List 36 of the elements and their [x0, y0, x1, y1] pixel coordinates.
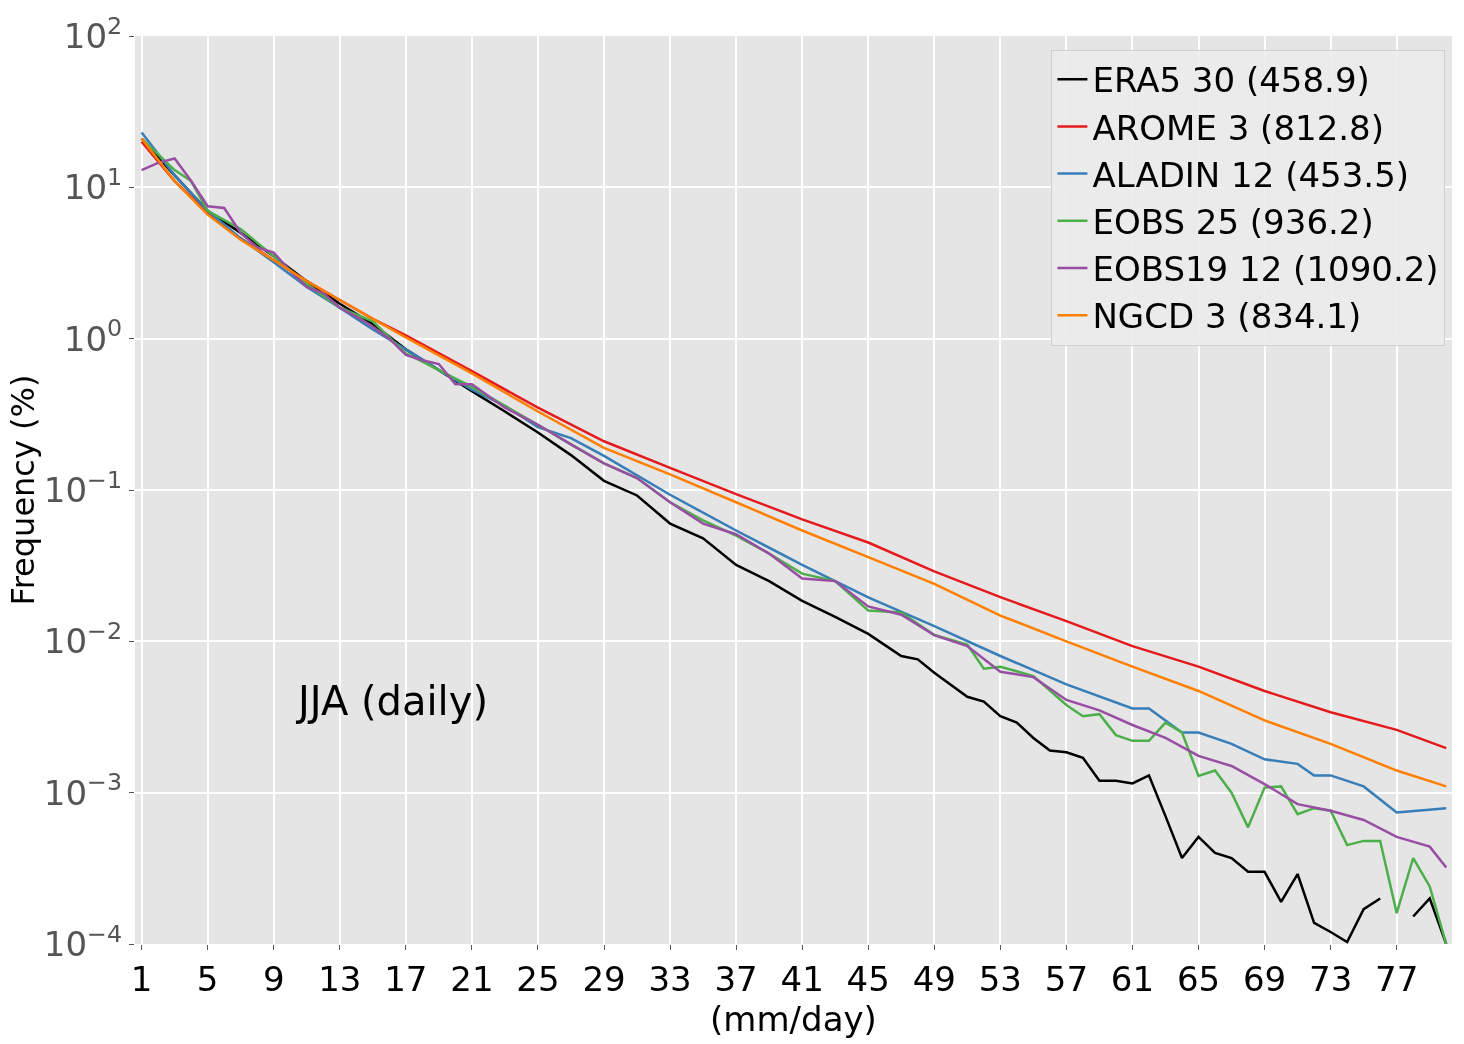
legend-label: EOBS 25 (936.2): [1092, 202, 1374, 243]
x-axis-title: (mm/day): [710, 998, 877, 1039]
x-tick-label: 29: [582, 958, 626, 999]
x-tick-label: 5: [196, 958, 219, 999]
x-tick-label: 13: [318, 958, 362, 999]
y-tick-label: 10$^{−1}$: [43, 465, 123, 510]
x-tick-label: 73: [1308, 958, 1353, 999]
x-tick-label: 61: [1110, 958, 1155, 999]
y-tick-label: 10$^{−3}$: [43, 768, 123, 813]
legend-label: EOBS19 12 (1090.2): [1092, 249, 1439, 290]
annotation: JJA (daily): [295, 678, 488, 724]
x-tick-label: 57: [1044, 958, 1089, 999]
x-tick-label: 33: [648, 958, 692, 999]
y-tick-label: 10$^{1}$: [63, 162, 123, 208]
x-tick-label: 77: [1375, 958, 1419, 999]
x-tick-label: 65: [1176, 958, 1221, 999]
legend-label: NGCD 3 (834.1): [1092, 296, 1362, 337]
x-tick-label: 53: [978, 958, 1022, 999]
x-tick-label: 9: [262, 958, 285, 999]
y-tick-label: 10$^{−4}$: [43, 919, 123, 964]
x-tick-label: 41: [780, 958, 824, 999]
legend-label: AROME 3 (812.8): [1092, 107, 1384, 148]
x-tick-label: 1: [130, 958, 153, 999]
x-tick-label: 45: [846, 958, 890, 999]
x-tick-label: 49: [912, 958, 956, 999]
x-tick-label: 37: [714, 958, 758, 999]
x-tick-label: 25: [516, 958, 560, 999]
y-tick-label: 10$^{2}$: [63, 11, 123, 56]
x-tick-label: 69: [1242, 958, 1287, 999]
legend-label: ALADIN 12 (453.5): [1092, 154, 1410, 195]
y-tick-label: 10$^{0}$: [63, 314, 123, 359]
y-axis-title: Frequency (%): [3, 374, 42, 606]
y-tick-label: 10$^{−2}$: [43, 616, 123, 662]
x-tick-label: 17: [384, 958, 428, 999]
legend-label: ERA5 30 (458.9): [1092, 60, 1370, 101]
x-tick-label: 21: [450, 958, 494, 999]
